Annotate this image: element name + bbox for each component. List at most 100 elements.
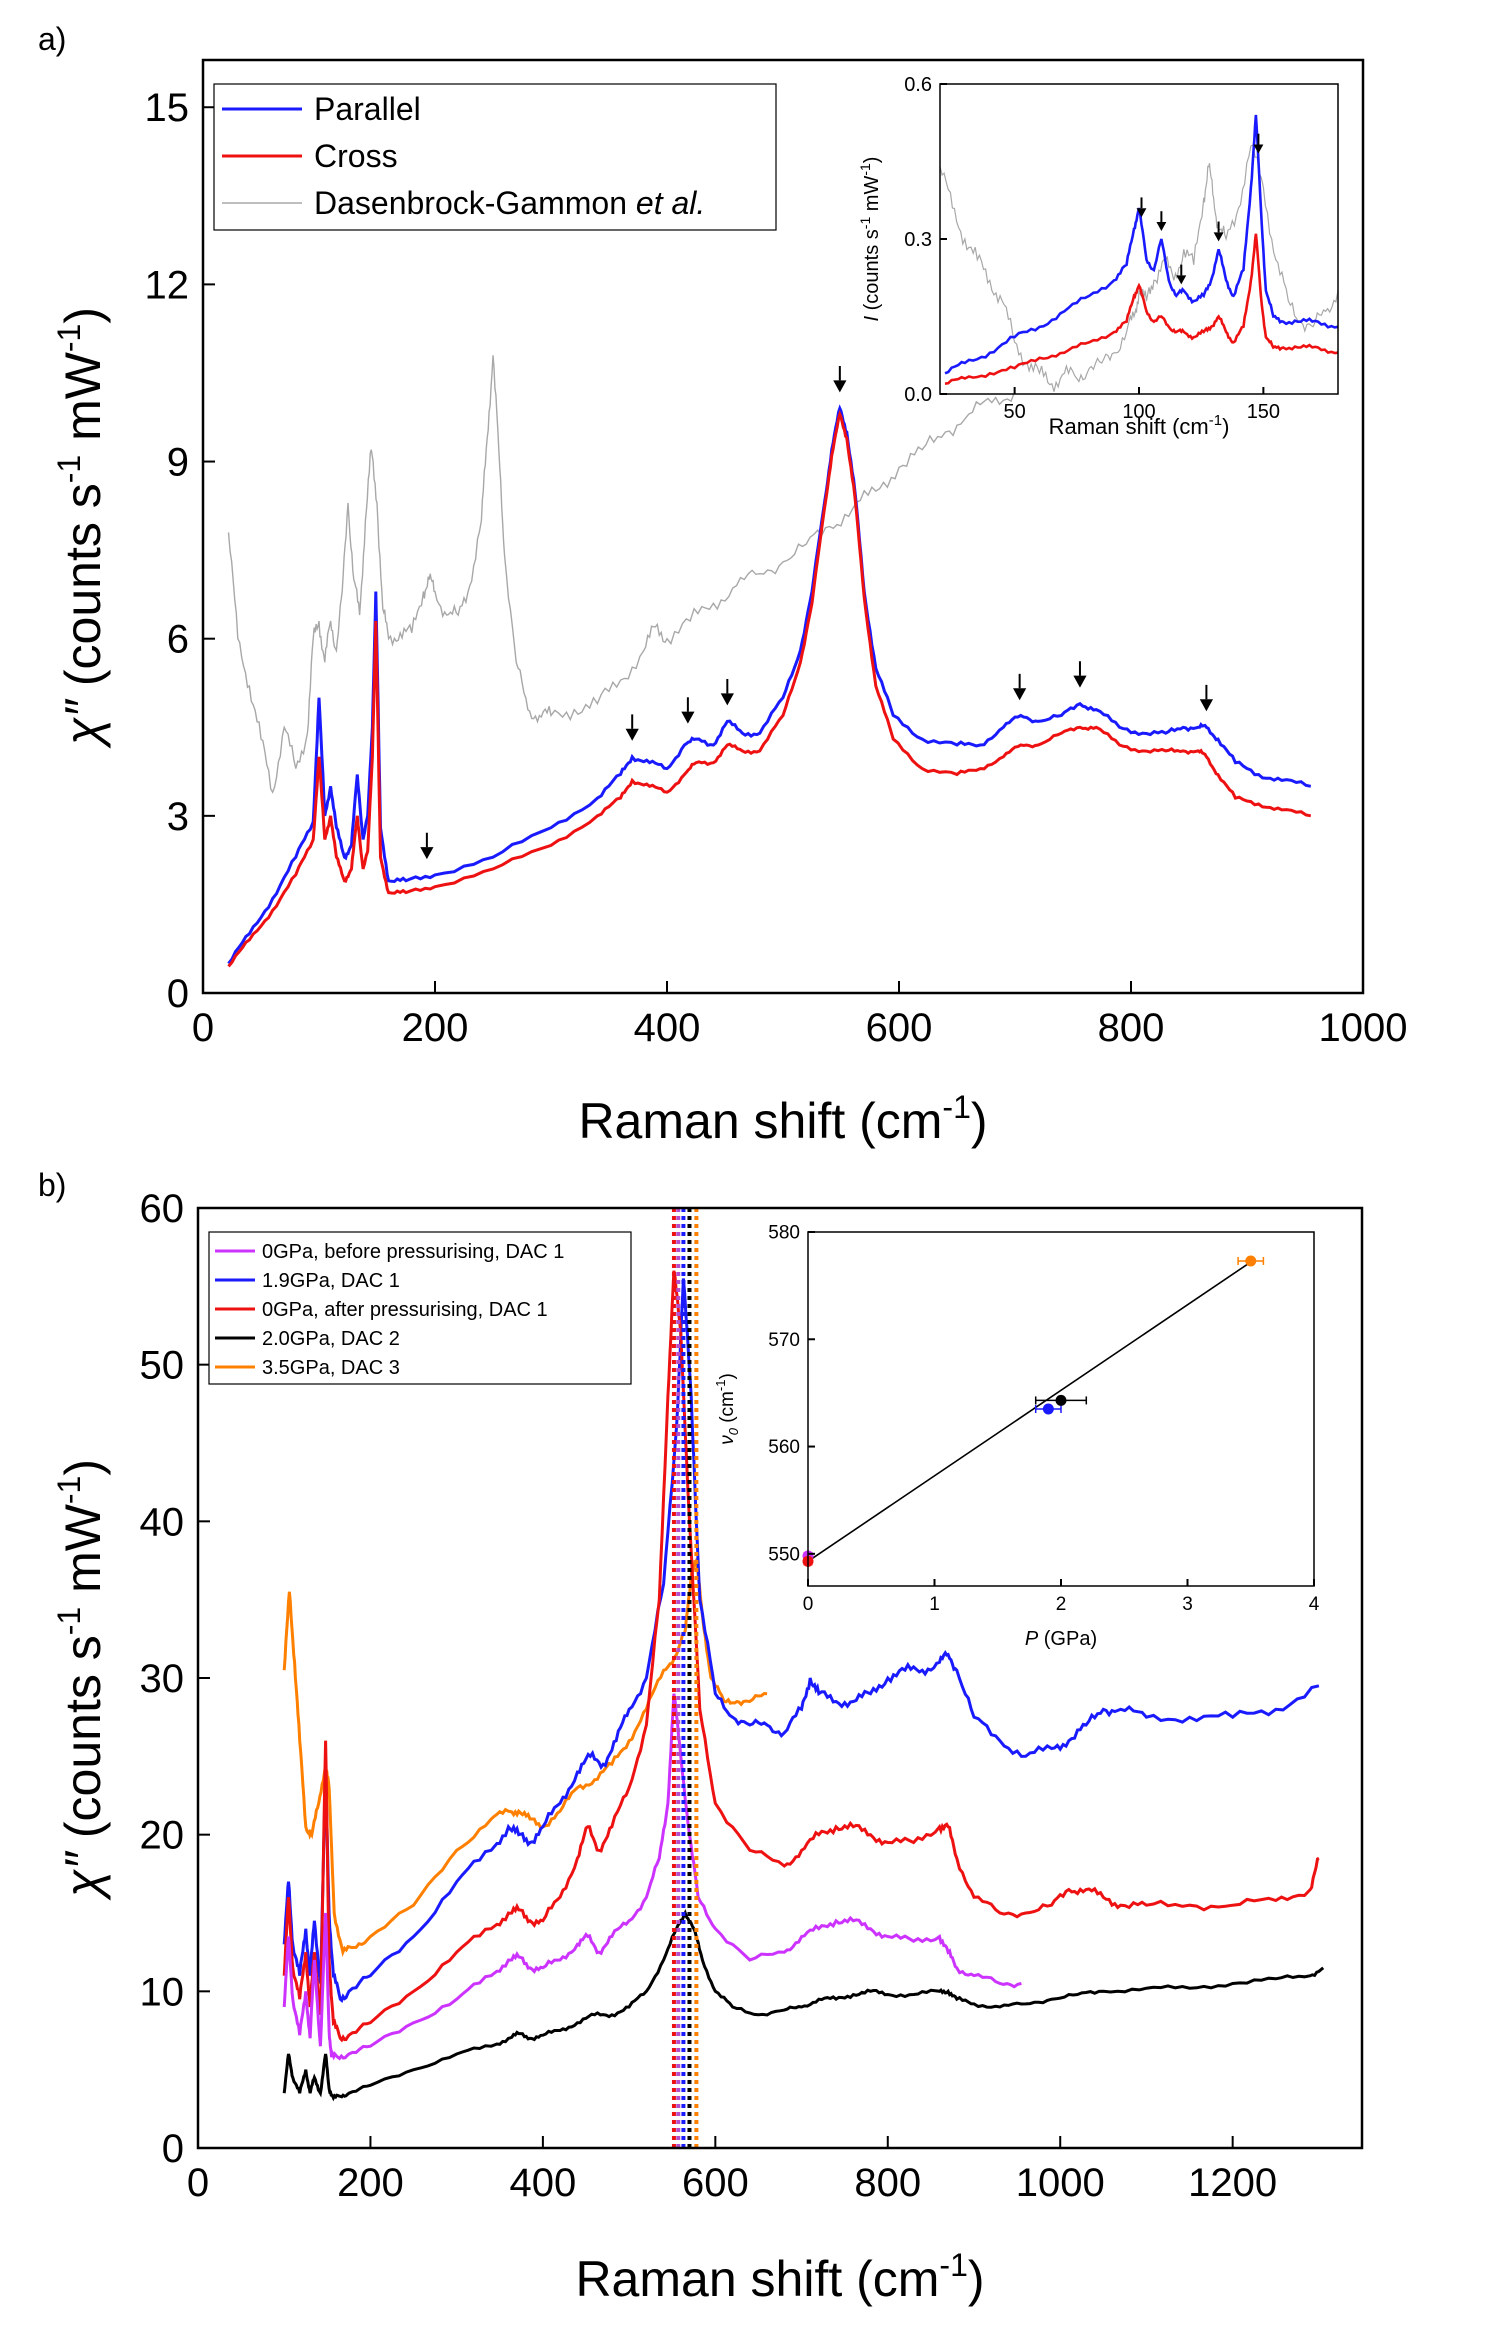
pbi-x-tick-label: 0 xyxy=(803,1594,814,1615)
pb-x-tick-label: 1000 xyxy=(1016,2161,1105,2205)
pb-x-tick-label: 1200 xyxy=(1188,2161,1277,2205)
series-line-0gpa-after-dac1 xyxy=(282,1270,1320,2043)
panel-a-x-ticks: 0 200 400 600 800 1000 xyxy=(192,981,1408,1050)
legend-label-parallel: Parallel xyxy=(314,91,421,127)
peak-arrow xyxy=(1199,699,1213,712)
panel-a-inset-x-ticks: 50 100 150 xyxy=(1004,387,1280,423)
pb-x-tick-label: 400 xyxy=(510,2161,577,2205)
pb-y-tick-label: 0 xyxy=(162,2127,184,2171)
pb-y-tick-label: 50 xyxy=(140,1344,185,1388)
pb-x-tick-label: 600 xyxy=(682,2161,749,2205)
pa-y-tick-label: 0 xyxy=(167,972,189,1016)
inset-dasenbrock-gammon-line xyxy=(939,144,1339,392)
inset-peak-arrow xyxy=(1213,232,1224,242)
panel-b-inset-y-axis-label: ν0 (cm-1) xyxy=(713,1373,741,1445)
panel-a-inset-y-ticks: 0.0 0.3 0.6 xyxy=(904,74,947,406)
pai-x-tick-label: 150 xyxy=(1247,401,1280,423)
panel-b-x-axis-label: Raman shift (cm-1) xyxy=(575,2247,984,2307)
panel-a-arrows xyxy=(420,365,1213,860)
pbi-y-tick-label: 570 xyxy=(768,1330,800,1351)
pai-y-tick-label: 0.3 xyxy=(904,229,932,251)
pa-x-tick-label: 800 xyxy=(1098,1006,1165,1050)
panel-b-label: b) xyxy=(38,1167,66,1203)
pbi-x-tick-label: 2 xyxy=(1056,1594,1067,1615)
panel-a-legend-box xyxy=(213,83,777,231)
panel-a-inset-series xyxy=(939,114,1339,392)
pbi-y-tick-label: 550 xyxy=(768,1544,800,1565)
legend-label-dasenbrock-gammon: Dasenbrock-Gammon et al. xyxy=(314,185,705,221)
inset-peak-arrow xyxy=(1156,222,1167,231)
pbi-y-tick-label: 560 xyxy=(768,1437,800,1458)
pb-x-tick-label: 800 xyxy=(854,2161,921,2205)
pa-y-tick-label: 3 xyxy=(167,795,189,839)
inset-peak-arrow xyxy=(1253,144,1264,154)
inset-cross-line xyxy=(944,233,1339,385)
pb-x-tick-label: 200 xyxy=(337,2161,404,2205)
peak-arrow xyxy=(720,693,734,706)
pb-y-tick-label: 40 xyxy=(140,1500,185,1544)
pbi-x-tick-label: 1 xyxy=(929,1594,940,1615)
panel-a-y-ticks: 0 3 6 9 12 15 xyxy=(145,86,215,1016)
inset-peak-arrow xyxy=(1136,208,1147,218)
pa-y-tick-label: 12 xyxy=(145,263,190,307)
pa-x-tick-label: 400 xyxy=(634,1006,701,1050)
pai-y-tick-label: 0.0 xyxy=(904,384,932,406)
pa-x-tick-label: 1000 xyxy=(1319,1006,1408,1050)
legend-label-1-9gpa: 1.9GPa, DAC 1 xyxy=(262,1270,400,1292)
dasenbrock-gammon-series-line xyxy=(227,355,1016,794)
legend-label-cross: Cross xyxy=(314,138,398,174)
panel-a-inset-arrows xyxy=(1136,133,1264,285)
linear-fit-line xyxy=(807,1261,1252,1562)
peak-arrow xyxy=(625,728,639,741)
inset-parallel-line xyxy=(944,114,1339,375)
panel-b-inset-y-ticks: 550 560 570 580 xyxy=(768,1223,815,1565)
cross-series-line xyxy=(227,409,1312,968)
pbi-x-tick-label: 4 xyxy=(1309,1594,1320,1615)
pb-y-tick-label: 10 xyxy=(140,1970,185,2014)
peak-frequency-point xyxy=(1055,1394,1067,1406)
peak-arrow xyxy=(681,711,695,724)
pa-y-tick-label: 15 xyxy=(145,86,190,130)
inset-peak-arrow xyxy=(1176,275,1187,285)
legend-label-3-5gpa: 3.5GPa, DAC 3 xyxy=(262,1357,400,1379)
pbi-y-tick-label: 580 xyxy=(768,1223,800,1244)
panel-a-label: a) xyxy=(38,21,66,57)
panel-b-y-axis-label: χ″ (counts s-1 mW-1) xyxy=(51,1459,111,1901)
legend-label-2-0gpa: 2.0GPa, DAC 2 xyxy=(262,1328,400,1350)
pb-y-tick-label: 30 xyxy=(140,1657,185,1701)
panel-b-inset-x-ticks: 0 1 2 3 4 xyxy=(803,1579,1320,1615)
panel-b-legend-box xyxy=(208,1231,632,1385)
pa-y-tick-label: 9 xyxy=(167,441,189,485)
panel-b-inset: 0 1 2 3 4 550 560 570 580 P (GPa) ν0 (cm-1) xyxy=(713,1223,1320,1650)
peak-arrow xyxy=(420,847,434,860)
pb-x-tick-label: 0 xyxy=(187,2161,209,2205)
panel-a-inset-y-axis-label: I (counts s-1 mW-1) xyxy=(857,157,883,322)
pb-y-tick-label: 20 xyxy=(140,1814,185,1858)
pbi-x-tick-label: 3 xyxy=(1182,1594,1193,1615)
panel-a-series xyxy=(227,355,1312,968)
panel-a-inset-x-axis-label: Raman shift (cm-1) xyxy=(1049,412,1230,439)
panel-a-legend: Parallel Cross Dasenbrock-Gammon et al. xyxy=(213,83,777,231)
parallel-series-line xyxy=(227,404,1312,965)
pai-x-tick-label: 50 xyxy=(1004,401,1026,423)
pa-y-tick-label: 6 xyxy=(167,618,189,662)
pa-x-tick-label: 600 xyxy=(866,1006,933,1050)
peak-frequency-point xyxy=(1042,1403,1054,1415)
panel-b-inset-points xyxy=(802,1255,1265,1567)
pa-x-tick-label: 200 xyxy=(402,1006,469,1050)
panel-a-plot-frame xyxy=(201,58,1365,995)
panel-b-legend: 0GPa, before pressurising, DAC 1 1.9GPa,… xyxy=(208,1231,632,1385)
panel-a-y-axis-label: χ″ (counts s-1 mW-1) xyxy=(51,307,111,749)
panel-b-x-ticks: 0 200 400 600 800 1000 1200 xyxy=(187,2136,1277,2205)
pb-y-tick-label: 60 xyxy=(140,1187,185,1231)
panel-a-x-axis-label: Raman shift (cm-1) xyxy=(578,1089,987,1149)
peak-arrow xyxy=(1013,688,1027,701)
series-line-2-0gpa-dac2 xyxy=(282,1909,1325,2102)
peak-arrow xyxy=(833,380,847,393)
peak-frequency-point xyxy=(1245,1255,1257,1267)
pai-y-tick-label: 0.6 xyxy=(904,74,932,96)
panel-a-inset: 50 100 150 0.0 0.3 0.6 Raman shift (cm-1) I … xyxy=(857,74,1339,439)
pa-x-tick-label: 0 xyxy=(192,1006,214,1050)
